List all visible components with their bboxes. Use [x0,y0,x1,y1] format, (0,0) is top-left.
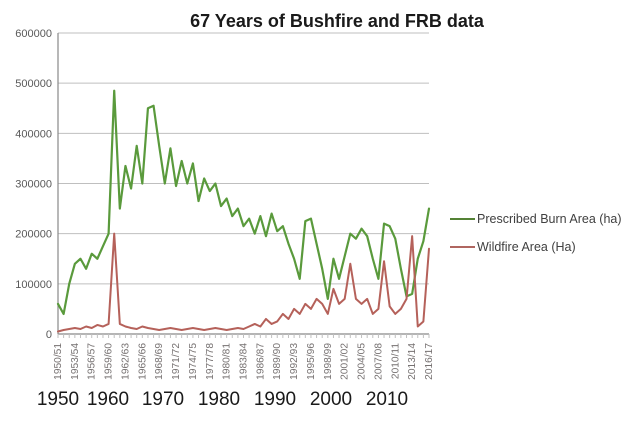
svg-text:1953/54: 1953/54 [70,343,81,380]
svg-text:1992/93: 1992/93 [289,343,300,380]
svg-text:1959/60: 1959/60 [104,343,115,380]
svg-text:1971/72: 1971/72 [171,343,182,380]
svg-text:1980: 1980 [198,389,240,410]
svg-text:1980/81: 1980/81 [222,343,233,380]
svg-text:1960: 1960 [87,389,129,410]
svg-text:400000: 400000 [15,128,52,140]
svg-text:2000: 2000 [310,389,352,410]
svg-text:0: 0 [46,329,52,341]
svg-text:300000: 300000 [15,179,52,191]
svg-text:200000: 200000 [15,229,52,241]
svg-text:2007/08: 2007/08 [373,343,384,380]
svg-text:500000: 500000 [15,78,52,90]
svg-text:1974/75: 1974/75 [188,343,199,380]
svg-text:1990: 1990 [254,389,296,410]
svg-text:1950: 1950 [37,389,79,410]
svg-text:2010: 2010 [366,389,408,410]
svg-text:Prescribed Burn Area (ha): Prescribed Burn Area (ha) [477,212,622,226]
svg-text:1995/96: 1995/96 [306,343,317,380]
svg-text:1950/51: 1950/51 [53,343,64,380]
svg-text:2004/05: 2004/05 [357,343,368,380]
svg-text:100000: 100000 [15,279,52,291]
svg-text:1965/66: 1965/66 [137,343,148,380]
svg-text:2016/17: 2016/17 [424,343,435,380]
svg-text:Wildfire Area (Ha): Wildfire Area (Ha) [477,240,576,254]
svg-text:1968/69: 1968/69 [154,343,165,380]
svg-text:1986/87: 1986/87 [255,343,266,380]
svg-text:1970: 1970 [142,389,184,410]
svg-text:2001/02: 2001/02 [340,343,351,380]
svg-text:1989/90: 1989/90 [272,343,283,380]
svg-text:1983/84: 1983/84 [239,343,250,380]
svg-text:1956/57: 1956/57 [87,343,98,380]
svg-text:600000: 600000 [15,28,52,40]
svg-text:2013/14: 2013/14 [407,343,418,380]
svg-text:1998/99: 1998/99 [323,343,334,380]
svg-text:1962/63: 1962/63 [120,343,131,380]
svg-text:2010/11: 2010/11 [390,343,401,379]
svg-text:1977/78: 1977/78 [205,343,216,380]
